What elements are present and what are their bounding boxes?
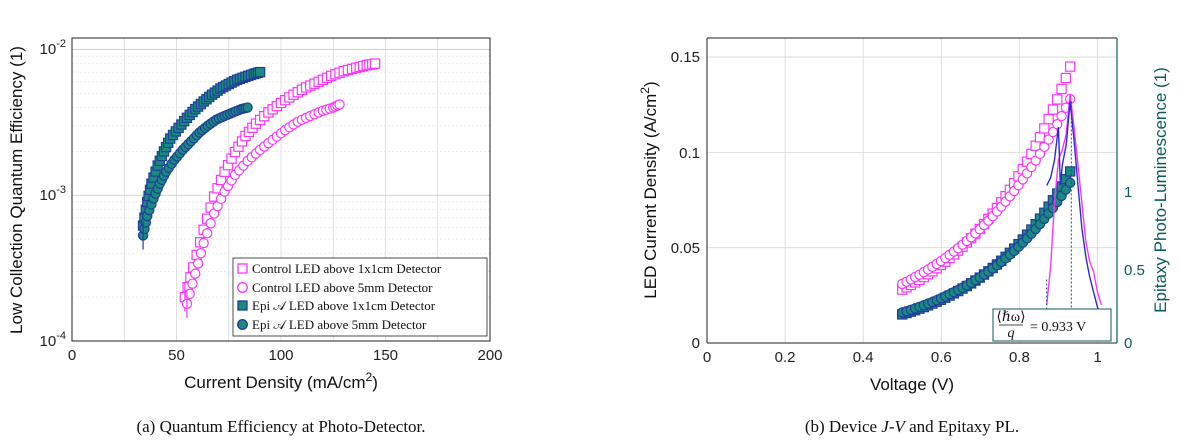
chart-b-y-tick-label: 0 <box>692 335 700 352</box>
caption-b: (b) Device J-V and Epitaxy PL. <box>805 417 1019 436</box>
chart-b-x-tick-label: 0.4 <box>853 349 874 366</box>
chart-b-x-tick-label: 0.2 <box>775 349 796 366</box>
data-point-b-series-2 <box>1043 134 1054 145</box>
data-point-b-series-1 <box>1052 94 1063 105</box>
data-point-a-series-2 <box>334 99 345 110</box>
data-point-b-series-1 <box>1047 104 1059 115</box>
legend-label-epi-5mm: Epi 𝒜 LED above 5mm Detector <box>252 317 427 332</box>
data-point-a-series-2 <box>205 218 216 229</box>
data-point-b-series-1 <box>1039 123 1050 134</box>
chart-b-x-tick-label: 1 <box>1093 349 1101 366</box>
chart-b-y2-ticks: 0 0.5 1 <box>1124 184 1145 352</box>
chart-b-annotation: ⟨ℏω⟩ q = 0.933 V <box>992 308 1112 342</box>
chart-a-y-tick-label: 10-3 <box>40 184 66 204</box>
chart-a-x-tick-label: 50 <box>168 347 185 364</box>
data-point-a-series-2 <box>201 227 213 239</box>
data-point-a-series-2 <box>187 278 198 289</box>
chart-a-x-tick-label: 0 <box>68 347 76 364</box>
chart-a-data-marks <box>137 58 381 318</box>
data-point-a-series-2 <box>195 248 207 259</box>
chart-b-y-ticks: 0 0.05 0.1 0.15 <box>671 49 700 352</box>
chart-a-y-tick-label: 10-4 <box>40 330 66 350</box>
legend-label-control-1x1: Control LED above 1x1cm Detector <box>252 261 442 276</box>
annotation-fraction-numerator: ⟨ℏω⟩ <box>996 310 1025 325</box>
chart-b-data-marks <box>897 61 1076 320</box>
chart-b-y-tick-label: 0.05 <box>671 240 700 257</box>
chart-a: 0 50 100 150 200 10-4 10-3 10-2 Current … <box>7 37 503 436</box>
chart-b-y2-tick-label: 0.5 <box>1124 262 1145 279</box>
chart-b-y2-tick-label: 1 <box>1124 184 1132 201</box>
chart-b-x-axis-label: Voltage (V) <box>870 375 954 394</box>
chart-a-y-ticks: 10-4 10-3 10-2 <box>40 38 66 350</box>
chart-b-pl-curves <box>1046 93 1103 318</box>
legend-swatch-control-1x1 <box>237 263 248 274</box>
pl-curve-2 <box>1046 101 1103 318</box>
data-point-b-series-4 <box>1064 177 1076 189</box>
annotation-fraction-denominator: q <box>1008 326 1015 341</box>
chart-a-frame <box>71 37 491 342</box>
data-point-b-series-1 <box>1043 113 1054 125</box>
chart-a-x-tick-label: 150 <box>373 347 398 364</box>
chart-a-y-axis-label: Low Collection Quantum Efficiency (1) <box>7 46 26 334</box>
data-point-a-series-4 <box>242 102 253 113</box>
caption-a: (a) Quantum Efficiency at Photo-Detector… <box>136 417 425 436</box>
data-point-a-series-1 <box>369 58 381 69</box>
data-point-b-series-2 <box>1056 110 1067 122</box>
data-point-a-series-3 <box>254 66 266 78</box>
chart-b-y2-axis-label: Epitaxy Photo-Luminescence (1) <box>1151 67 1170 313</box>
chart-a-legend: Control LED above 1x1cm Detector Control… <box>232 257 488 337</box>
pl-curve-1 <box>1046 93 1103 306</box>
chart-b-x-ticks: 0 0.2 0.4 0.6 0.8 1 <box>703 349 1102 366</box>
chart-b-annotation-lines <box>1046 101 1072 309</box>
chart-a-x-ticks: 0 50 100 150 200 <box>68 347 503 364</box>
legend-label-control-5mm: Control LED above 5mm Detector <box>252 280 433 295</box>
chart-b-x-tick-label: 0.6 <box>931 349 952 366</box>
chart-b-y2-tick-label: 0 <box>1124 335 1132 352</box>
chart-a-x-tick-label: 100 <box>268 347 293 364</box>
chart-b: 0 0.2 0.4 0.6 0.8 1 0 0.05 0.1 0.15 0 0.… <box>638 37 1170 436</box>
legend-label-epi-1x1: Epi 𝒜 LED above 1x1cm Detector <box>252 298 436 313</box>
legend-swatch-control-5mm <box>237 282 248 293</box>
chart-a-y-tick-label: 10-2 <box>40 38 66 58</box>
legend-swatch-epi-5mm <box>237 319 248 330</box>
data-point-b-series-2 <box>1052 119 1063 130</box>
data-point-a-series-2 <box>190 268 201 279</box>
chart-a-x-tick-label: 200 <box>477 347 502 364</box>
chart-b-y-tick-label: 0.15 <box>671 49 700 66</box>
chart-b-y-tick-label: 0.1 <box>679 145 700 162</box>
data-point-b-series-1 <box>1056 83 1067 95</box>
legend-swatch-epi-1x1 <box>237 300 248 311</box>
data-point-b-series-1 <box>1034 132 1046 143</box>
data-point-a-series-2 <box>192 258 204 269</box>
data-point-b-series-1 <box>1064 61 1076 72</box>
chart-b-x-tick-label: 0 <box>703 349 711 366</box>
annotation-value: = 0.933 V <box>1030 320 1086 335</box>
chart-b-x-tick-label: 0.8 <box>1009 349 1030 366</box>
data-point-b-series-1 <box>1060 72 1072 84</box>
data-point-b-series-3 <box>1064 166 1076 177</box>
chart-a-x-axis-label: Current Density (mA/cm2) <box>184 370 378 392</box>
data-point-a-series-2 <box>198 237 209 249</box>
chart-b-y-axis-label: LED Current Density (A/cm2) <box>638 81 660 298</box>
